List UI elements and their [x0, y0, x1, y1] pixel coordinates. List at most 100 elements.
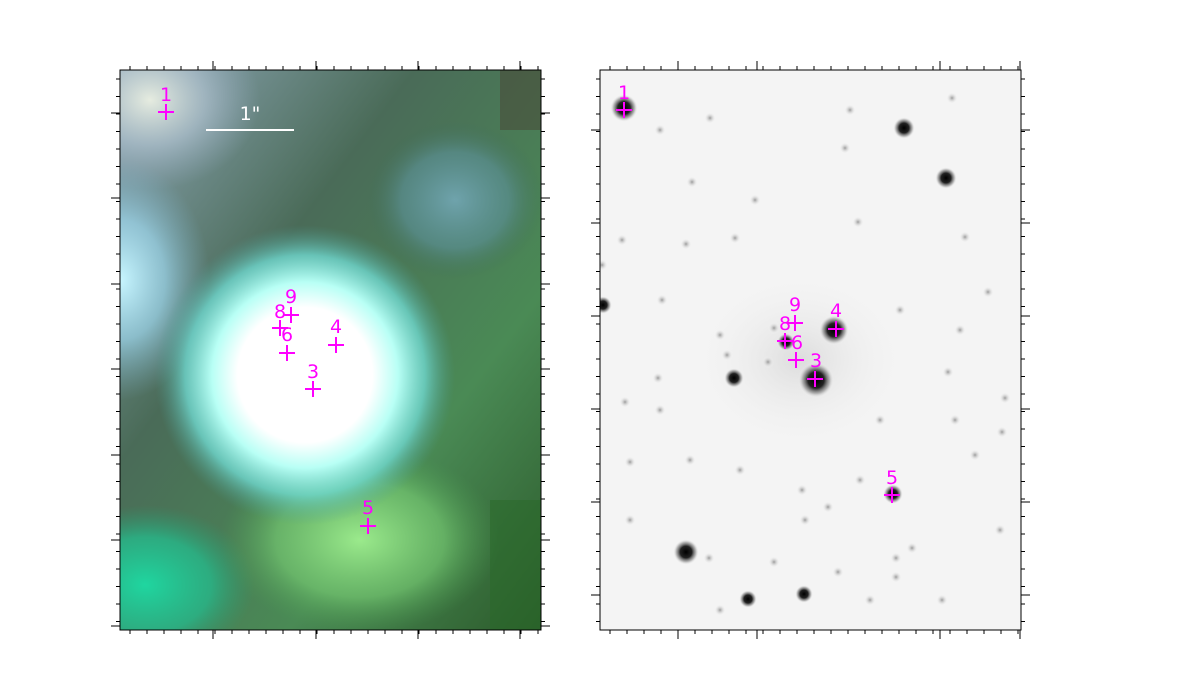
right-marker-1: 1: [616, 82, 632, 118]
faint-source: [734, 464, 746, 476]
faint-source: [999, 392, 1011, 404]
faint-source: [949, 414, 961, 426]
faint-source: [864, 594, 876, 606]
right-marker-6-cross: [788, 352, 804, 368]
faint-source: [624, 514, 636, 526]
faint-source: [874, 414, 886, 426]
right-ticks: [591, 61, 1030, 639]
faint-source: [796, 484, 808, 496]
left-marker-3: 3: [305, 361, 321, 397]
faint-source: [942, 366, 954, 378]
left-marker-6-cross: [279, 345, 295, 361]
left-markers: 1 9 8 6 4 3 5: [158, 84, 376, 534]
faint-source: [714, 329, 726, 341]
faint-source: [684, 454, 696, 466]
right-marker-5-label: 5: [886, 467, 898, 489]
faint-source: [854, 474, 866, 486]
left-frame: [119, 69, 542, 631]
faint-source: [954, 324, 966, 336]
faint-source: [652, 372, 664, 384]
left-marker-9-label: 9: [285, 286, 297, 308]
bright-source: [673, 539, 699, 565]
right-marker-6-label: 6: [791, 332, 803, 354]
left-marker-8-cross: [272, 320, 288, 336]
right-marker-4-label: 4: [830, 300, 842, 322]
faint-source: [799, 514, 811, 526]
left-marker-3-label: 3: [307, 361, 319, 383]
left-marker-6-label: 6: [281, 324, 293, 346]
bright-source: [600, 296, 612, 314]
left-marker-5-cross: [360, 518, 376, 534]
right-marker-3: 3: [807, 350, 823, 387]
right-panel: 1 9 8 6 4 3 5: [591, 61, 1030, 639]
left-marker-1-label: 1: [160, 84, 172, 106]
left-panel: 1" 1 9 8 6 4 3: [111, 61, 550, 639]
faint-source: [619, 396, 631, 408]
faint-source: [714, 604, 726, 616]
right-marker-4-cross: [828, 321, 844, 337]
faint-source: [936, 594, 948, 606]
faint-source: [982, 286, 994, 298]
right-marker-5: 5: [884, 467, 900, 503]
bright-source: [893, 117, 915, 139]
faint-source: [656, 294, 668, 306]
left-marker-8: 8: [272, 301, 288, 336]
faint-source: [822, 501, 834, 513]
faint-source: [946, 92, 958, 104]
faint-source: [703, 552, 715, 564]
left-marker-4: 4: [328, 316, 344, 353]
left-marker-3-cross: [305, 381, 321, 397]
faint-source: [624, 456, 636, 468]
faint-source: [704, 112, 716, 124]
faint-source: [844, 104, 856, 116]
right-marker-9-cross: [787, 315, 803, 331]
faint-source: [994, 524, 1006, 536]
faint-source: [762, 356, 774, 368]
right-marker-6: 6: [788, 332, 804, 368]
faint-source: [680, 238, 692, 250]
right-marker-1-cross: [616, 102, 632, 118]
right-markers: 1 9 8 6 4 3 5: [616, 82, 900, 503]
left-marker-8-label: 8: [274, 301, 286, 323]
right-marker-8: 8: [777, 313, 793, 349]
left-marker-1-cross: [158, 104, 174, 120]
faint-source: [749, 194, 761, 206]
faint-source: [616, 234, 628, 246]
faint-source: [721, 349, 733, 361]
faint-source: [852, 216, 864, 228]
right-marker-3-label: 3: [810, 350, 822, 372]
faint-source: [832, 566, 844, 578]
faint-source: [686, 176, 698, 188]
right-marker-5-cross: [884, 487, 900, 503]
faint-source: [839, 142, 851, 154]
bright-source: [935, 167, 957, 189]
left-marker-5-label: 5: [362, 497, 374, 519]
bright-source: [739, 590, 757, 608]
faint-source: [768, 556, 780, 568]
scale-bar-label: 1": [240, 103, 261, 125]
left-marker-9: 9: [283, 286, 299, 323]
faint-source: [890, 571, 902, 583]
faint-source: [906, 542, 918, 554]
right-marker-1-label: 1: [618, 82, 630, 104]
faint-source: [729, 232, 741, 244]
bright-source: [724, 368, 744, 388]
faint-source: [768, 322, 780, 334]
right-marker-4: 4: [828, 300, 844, 337]
bright-source: [795, 585, 813, 603]
left-marker-9-cross: [283, 307, 299, 323]
left-marker-4-cross: [328, 337, 344, 353]
left-ticks: [111, 61, 550, 639]
right-greyscale-image: [600, 70, 1021, 630]
faint-source: [890, 552, 902, 564]
left-marker-4-label: 4: [330, 316, 342, 338]
right-marker-3-cross: [807, 371, 823, 387]
faint-source: [969, 449, 981, 461]
right-marker-8-cross: [777, 333, 793, 349]
faint-source: [654, 404, 666, 416]
left-marker-5: 5: [360, 497, 376, 534]
left-color-image: [120, 70, 541, 630]
faint-source: [959, 231, 971, 243]
right-frame: [599, 69, 1022, 631]
